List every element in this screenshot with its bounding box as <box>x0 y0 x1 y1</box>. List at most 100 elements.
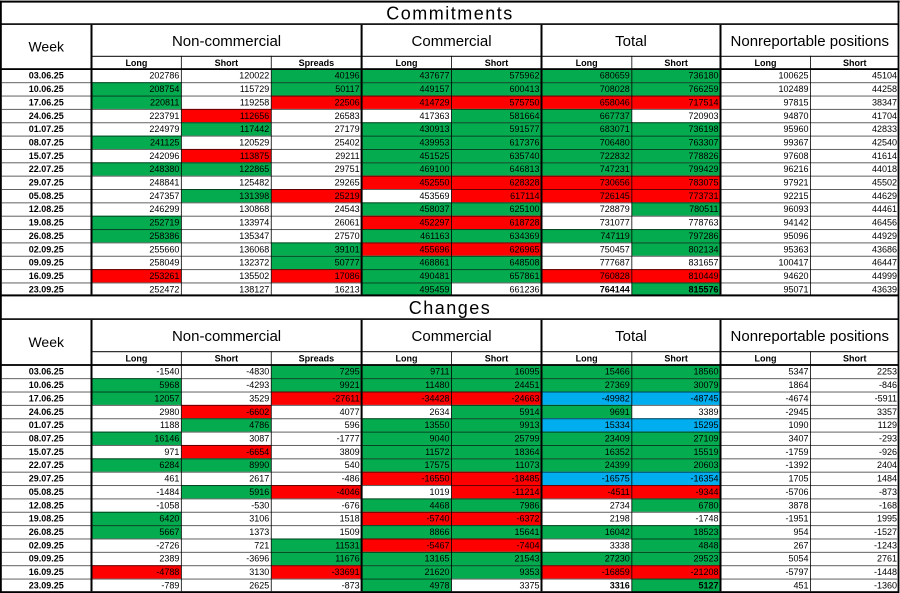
svg-text:15641: 15641 <box>514 527 539 537</box>
svg-text:242096: 242096 <box>149 151 179 161</box>
svg-text:-3696: -3696 <box>246 554 269 564</box>
svg-text:44629: 44629 <box>872 191 897 201</box>
svg-text:736198: 736198 <box>688 124 718 134</box>
svg-text:618728: 618728 <box>509 218 539 228</box>
svg-text:26583: 26583 <box>335 111 360 121</box>
svg-text:120529: 120529 <box>239 137 269 147</box>
svg-text:971: 971 <box>164 447 179 457</box>
svg-text:Total: Total <box>615 33 647 50</box>
svg-text:1373: 1373 <box>249 527 269 537</box>
svg-text:05.08.25: 05.08.25 <box>29 191 64 201</box>
svg-text:452550: 452550 <box>419 178 449 188</box>
svg-text:08.07.25: 08.07.25 <box>29 137 64 147</box>
svg-text:02.09.25: 02.09.25 <box>29 540 64 550</box>
svg-text:11531: 11531 <box>335 540 359 550</box>
svg-text:24399: 24399 <box>605 460 630 470</box>
svg-text:17086: 17086 <box>335 271 360 281</box>
svg-text:747231: 747231 <box>600 164 630 174</box>
svg-text:575962: 575962 <box>509 71 539 81</box>
svg-text:815576: 815576 <box>688 284 718 294</box>
svg-text:44999: 44999 <box>872 271 897 281</box>
svg-text:Commitments: Commitments <box>386 3 514 23</box>
svg-text:Spreads: Spreads <box>299 58 335 68</box>
svg-text:780511: 780511 <box>689 204 718 214</box>
svg-text:6420: 6420 <box>159 514 179 524</box>
svg-text:-1360: -1360 <box>874 580 897 590</box>
svg-text:130868: 130868 <box>239 204 269 214</box>
svg-text:437677: 437677 <box>419 71 449 81</box>
svg-text:11676: 11676 <box>335 554 359 564</box>
svg-text:-530: -530 <box>251 500 269 510</box>
svg-text:-873: -873 <box>879 487 897 497</box>
svg-text:708028: 708028 <box>600 84 630 94</box>
svg-text:22.07.25: 22.07.25 <box>29 164 64 174</box>
svg-text:117442: 117442 <box>240 124 269 134</box>
svg-text:-5797: -5797 <box>785 567 808 577</box>
svg-text:2761: 2761 <box>877 554 897 564</box>
svg-text:717514: 717514 <box>688 97 718 107</box>
svg-text:45104: 45104 <box>872 71 897 81</box>
svg-text:94142: 94142 <box>783 218 808 228</box>
svg-text:9353: 9353 <box>519 567 539 577</box>
svg-text:-16575: -16575 <box>602 474 630 484</box>
svg-text:Long: Long <box>125 353 147 363</box>
svg-text:439953: 439953 <box>419 137 449 147</box>
svg-text:96216: 96216 <box>783 164 808 174</box>
svg-text:5127: 5127 <box>698 580 718 590</box>
svg-text:2980: 2980 <box>159 407 179 417</box>
svg-text:-49982: -49982 <box>602 393 630 403</box>
svg-text:-4511: -4511 <box>607 487 629 497</box>
svg-text:3338: 3338 <box>610 540 630 550</box>
svg-text:95071: 95071 <box>783 284 808 294</box>
svg-text:29751: 29751 <box>335 164 360 174</box>
svg-text:-789: -789 <box>161 580 179 590</box>
svg-text:42540: 42540 <box>872 137 897 147</box>
svg-text:810449: 810449 <box>688 271 718 281</box>
svg-text:-4788: -4788 <box>156 567 179 577</box>
svg-text:22.07.25: 22.07.25 <box>29 460 64 470</box>
svg-text:97608: 97608 <box>783 151 808 161</box>
svg-text:24543: 24543 <box>335 204 360 214</box>
svg-text:43639: 43639 <box>872 284 897 294</box>
svg-text:13165: 13165 <box>424 554 449 564</box>
svg-text:1509: 1509 <box>340 527 360 537</box>
svg-text:25402: 25402 <box>335 137 360 147</box>
svg-text:11572: 11572 <box>425 447 449 457</box>
svg-text:Week: Week <box>28 334 65 350</box>
svg-text:-5706: -5706 <box>785 487 808 497</box>
svg-text:255660: 255660 <box>149 244 179 254</box>
svg-text:5968: 5968 <box>159 380 179 390</box>
svg-text:94620: 94620 <box>783 271 808 281</box>
svg-text:18364: 18364 <box>514 447 539 457</box>
svg-text:3316: 3316 <box>610 580 630 590</box>
svg-text:26.08.25: 26.08.25 <box>29 231 64 241</box>
svg-text:766259: 766259 <box>688 84 718 94</box>
svg-text:-4293: -4293 <box>246 380 269 390</box>
svg-text:09.09.25: 09.09.25 <box>29 554 64 564</box>
svg-text:50117: 50117 <box>335 84 359 94</box>
svg-text:202786: 202786 <box>149 71 179 81</box>
svg-text:8990: 8990 <box>249 460 269 470</box>
svg-text:97921: 97921 <box>783 178 808 188</box>
svg-text:29265: 29265 <box>335 178 360 188</box>
svg-text:Long: Long <box>125 58 147 68</box>
svg-text:50777: 50777 <box>335 258 360 268</box>
svg-text:1705: 1705 <box>788 474 808 484</box>
svg-text:706480: 706480 <box>600 137 630 147</box>
svg-text:3087: 3087 <box>249 433 269 443</box>
svg-text:01.07.25: 01.07.25 <box>29 124 64 134</box>
svg-text:2389: 2389 <box>159 554 179 564</box>
svg-text:113875: 113875 <box>240 151 269 161</box>
svg-text:26061: 26061 <box>335 218 360 228</box>
svg-text:41614: 41614 <box>872 151 897 161</box>
svg-text:722832: 722832 <box>600 151 630 161</box>
svg-text:252719: 252719 <box>149 218 179 228</box>
svg-text:-1484: -1484 <box>156 487 179 497</box>
svg-text:Long: Long <box>576 353 598 363</box>
svg-text:9040: 9040 <box>429 433 449 443</box>
svg-text:721: 721 <box>254 540 269 550</box>
svg-text:468861: 468861 <box>419 258 449 268</box>
svg-text:2617: 2617 <box>249 474 269 484</box>
svg-text:600413: 600413 <box>509 84 539 94</box>
svg-text:03.06.25: 03.06.25 <box>29 71 64 81</box>
